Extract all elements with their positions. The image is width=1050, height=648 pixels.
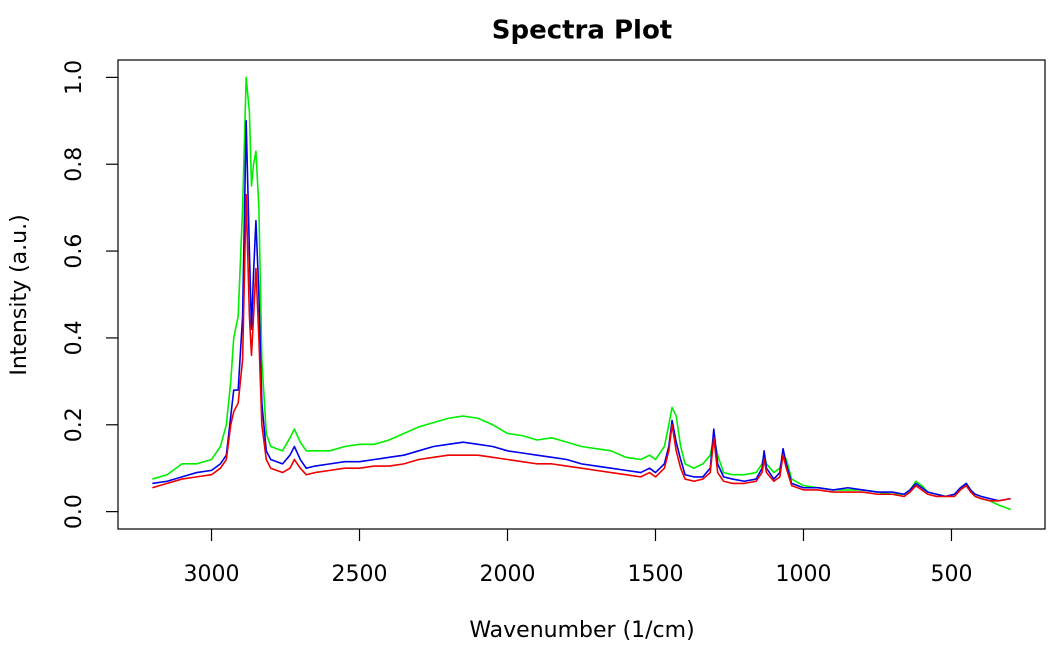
y-tick-label: 0.0	[62, 494, 87, 529]
y-tick-label: 0.6	[62, 234, 87, 269]
y-axis-label: Intensity (a.u.)	[7, 214, 32, 375]
y-tick-label: 0.2	[62, 407, 87, 442]
x-tick-label: 3000	[184, 562, 240, 587]
chart-title: Spectra Plot	[492, 16, 673, 46]
x-tick-label: 500	[930, 562, 972, 587]
spectrum-line	[152, 76, 1011, 511]
x-tick-label: 1500	[627, 562, 683, 587]
y-tick-label: 1.0	[62, 60, 87, 95]
plot-frame	[117, 59, 1046, 530]
y-tick-label: 0.4	[62, 320, 87, 355]
x-tick-label: 2000	[480, 562, 536, 587]
x-tick-label: 2500	[332, 562, 388, 587]
spectrum-line	[152, 193, 1011, 502]
spectrum-line	[152, 120, 1011, 502]
y-tick-label: 0.8	[62, 147, 87, 182]
x-tick-label: 1000	[775, 562, 831, 587]
x-axis-label: Wavenumber (1/cm)	[469, 618, 694, 643]
